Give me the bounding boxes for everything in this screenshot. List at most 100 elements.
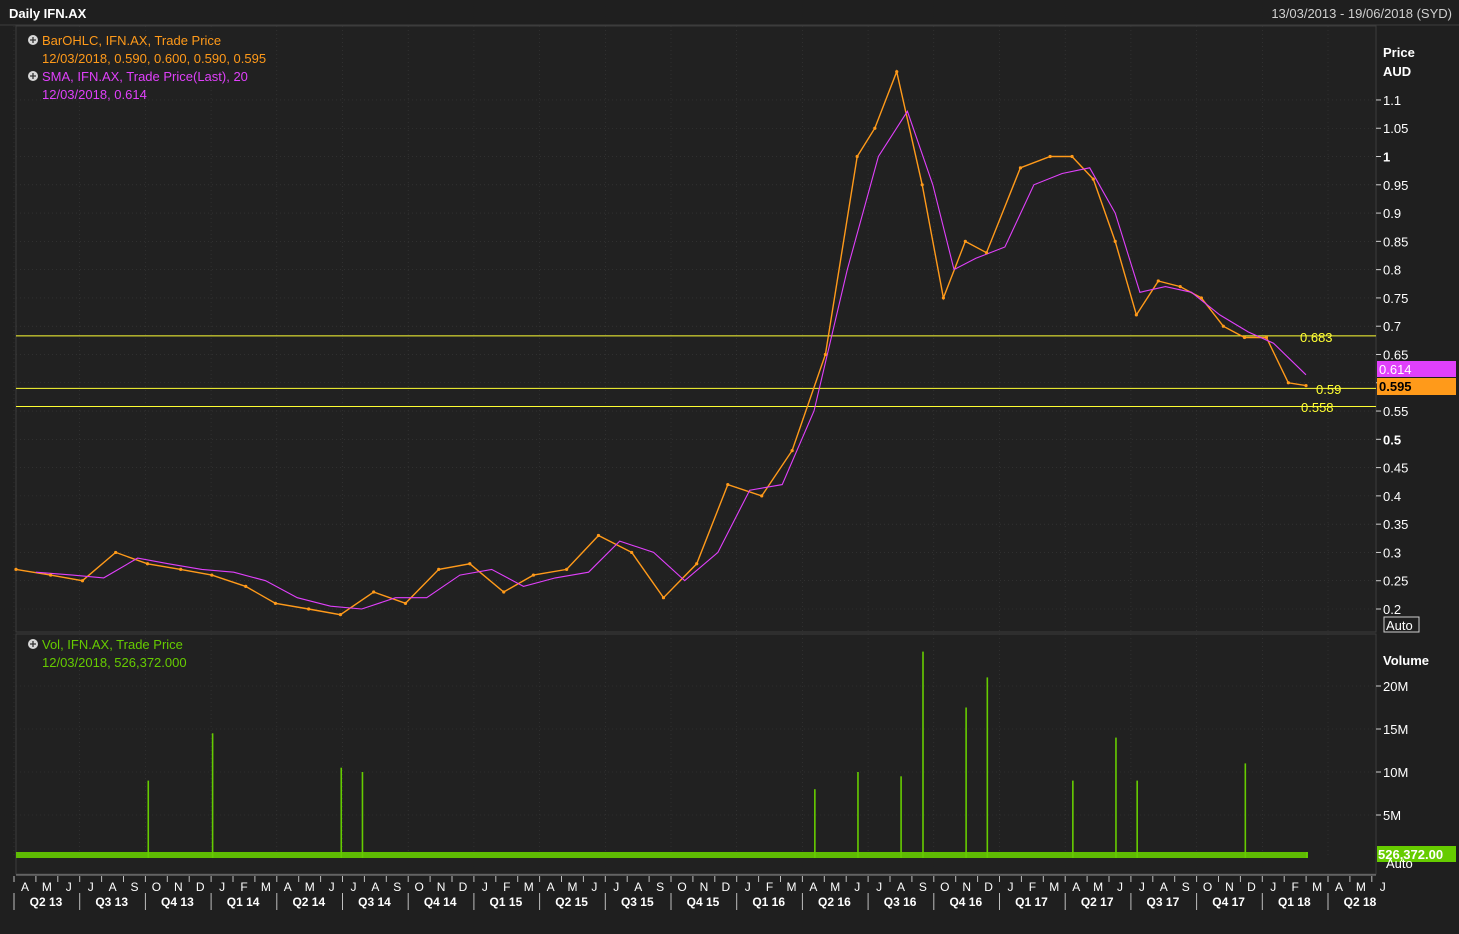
month-label: M — [568, 880, 578, 894]
price-point — [244, 584, 248, 588]
price-point — [1018, 166, 1023, 170]
price-panel — [15, 25, 1377, 633]
quarter-label: Q1 16 — [752, 895, 785, 909]
volume-axis-title: Volume — [1383, 653, 1429, 668]
volume-bars — [16, 651, 1308, 858]
month-label: J — [1139, 880, 1145, 894]
quarter-label: Q2 16 — [818, 895, 851, 909]
month-label: A — [897, 880, 905, 894]
month-label: N — [962, 880, 971, 894]
price-points — [14, 70, 1308, 617]
price-point — [873, 126, 877, 130]
level-label: 0.558 — [1301, 400, 1334, 415]
month-label: D — [721, 880, 730, 894]
volume-tick-label: 5M — [1383, 808, 1401, 823]
price-point — [984, 251, 989, 255]
price-tick-label: 0.95 — [1383, 178, 1408, 193]
price-point — [338, 613, 343, 617]
volume-auto-label[interactable]: Auto — [1386, 856, 1413, 871]
volume-auto-button[interactable]: Auto — [1386, 856, 1413, 871]
quarter-label: Q1 18 — [1278, 895, 1311, 909]
volume-bar — [965, 707, 967, 858]
month-label: J — [1380, 880, 1386, 894]
month-label: O — [415, 880, 424, 894]
price-axis-title: Price — [1383, 45, 1415, 60]
price-point — [1199, 296, 1204, 300]
volume-bar — [340, 767, 343, 858]
price-tick-label: 1 — [1383, 150, 1390, 165]
quarter-label: Q3 17 — [1147, 895, 1180, 909]
legend-volume-icon-glyph — [30, 641, 36, 647]
price-tick-label: 1.1 — [1383, 93, 1401, 108]
price-point — [210, 573, 214, 577]
price-point — [823, 352, 827, 357]
price-tick-label: 0.25 — [1383, 574, 1408, 589]
quarter-label: Q2 17 — [1081, 895, 1114, 909]
month-label: N — [437, 880, 446, 894]
price-point — [403, 601, 408, 605]
price-point — [1113, 239, 1117, 243]
price-point — [1048, 154, 1052, 159]
month-label: O — [677, 880, 686, 894]
quarter-label: Q1 17 — [1015, 895, 1048, 909]
price-point — [895, 70, 899, 74]
volume-bar — [900, 776, 902, 858]
month-label: S — [656, 880, 664, 894]
month-label: S — [393, 880, 401, 894]
price-auto-label[interactable]: Auto — [1386, 618, 1413, 633]
month-label: M — [305, 880, 315, 894]
price-auto-button-frame[interactable] — [1383, 616, 1420, 633]
month-label: N — [700, 880, 709, 894]
quarter-label: Q1 14 — [227, 895, 260, 909]
month-label: A — [371, 880, 379, 894]
month-label: A — [809, 880, 817, 894]
month-label: D — [196, 880, 205, 894]
quarter-label: Q4 14 — [424, 895, 457, 909]
month-label: S — [130, 880, 138, 894]
legend-ohlc-values: 12/03/2018, 0.590, 0.600, 0.590, 0.595 — [42, 51, 266, 66]
month-label: F — [240, 880, 247, 894]
quarter-label: Q4 15 — [687, 895, 720, 909]
legend-ohlc-icon-glyph — [30, 37, 36, 43]
legend-sma-values: 12/03/2018, 0.614 — [42, 87, 147, 102]
month-label: M — [787, 880, 797, 894]
sma-last-badge — [1377, 361, 1456, 377]
price-point — [790, 449, 794, 453]
price-tick-label: 0.35 — [1383, 517, 1408, 532]
price-point — [179, 567, 183, 572]
quarter-label: Q4 17 — [1212, 895, 1245, 909]
month-label: J — [66, 880, 72, 894]
volume-tick-label: 10M — [1383, 765, 1408, 780]
volume-last-value: 526,372.00 — [1378, 847, 1443, 862]
price-tick-label: 0.2 — [1383, 602, 1401, 617]
quarter-label: Q4 13 — [161, 895, 194, 909]
gridlines — [13, 26, 1376, 858]
legend-volume: Vol, IFN.AX, Trade Price 12/03/2018, 526… — [28, 637, 187, 670]
price-point — [531, 573, 536, 577]
month-label: D — [1247, 880, 1256, 894]
sma-series-line — [35, 110, 1307, 610]
month-label: A — [109, 880, 117, 894]
quarter-label: Q3 13 — [95, 895, 128, 909]
month-label: O — [1203, 880, 1212, 894]
price-tick-label: 0.8 — [1383, 263, 1401, 278]
price-point — [1304, 383, 1308, 388]
month-label: N — [1225, 880, 1234, 894]
quarter-label: Q3 16 — [884, 895, 917, 909]
sma-last-value: 0.614 — [1379, 362, 1412, 377]
legend-sma: SMA, IFN.AX, Trade Price(Last), 20 12/03… — [28, 69, 248, 102]
month-label: J — [876, 880, 882, 894]
month-label: D — [984, 880, 993, 894]
volume-bar — [1306, 852, 1308, 858]
legend-sma-icon-glyph — [30, 73, 36, 79]
price-point — [1134, 313, 1138, 317]
price-point — [855, 154, 859, 159]
volume-last-badge — [1377, 846, 1456, 862]
price-auto-button[interactable]: Auto — [1383, 616, 1420, 633]
price-point — [565, 567, 569, 572]
month-label: M — [524, 880, 534, 894]
price-point — [963, 239, 967, 243]
volume-axis: 20M 15M 10M 5M — [1376, 679, 1408, 823]
price-tick-label: 0.85 — [1383, 234, 1408, 249]
